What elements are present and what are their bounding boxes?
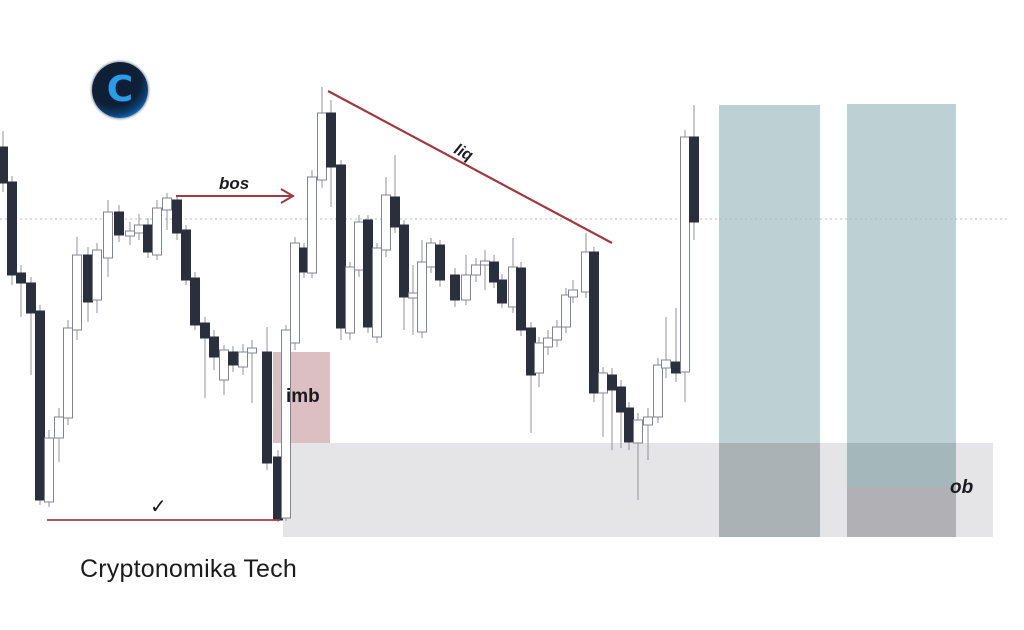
candle-bearish xyxy=(435,244,445,281)
candle-bullish xyxy=(471,264,481,276)
candle-bearish xyxy=(172,199,182,234)
checkmark-icon: ✓ xyxy=(150,494,167,518)
candle-bearish xyxy=(497,279,507,304)
candle-bullish xyxy=(238,351,248,368)
candle-bearish xyxy=(228,351,238,366)
candle-bullish xyxy=(307,176,317,274)
candle-bullish xyxy=(152,207,162,256)
bos-arrow-head xyxy=(280,188,295,204)
candle-bullish xyxy=(63,327,73,419)
ob-label: ob xyxy=(950,477,974,498)
candle-bullish xyxy=(72,254,82,331)
candle-bullish xyxy=(134,224,144,234)
candle-bullish xyxy=(408,292,418,299)
candle-bearish xyxy=(616,386,626,413)
candle-bearish xyxy=(209,336,219,358)
candle-bullish xyxy=(354,221,364,271)
candle-bullish xyxy=(461,274,471,301)
candle-bullish xyxy=(561,294,571,328)
candle-bearish xyxy=(607,374,617,391)
candle-bullish xyxy=(543,337,553,348)
candle-bearish xyxy=(7,181,17,276)
candle-bullish xyxy=(598,372,608,394)
candle-bullish xyxy=(44,437,54,503)
candle-bullish xyxy=(417,261,427,333)
candle-bullish xyxy=(633,419,643,444)
candle-bullish xyxy=(103,211,113,259)
candle-bullish xyxy=(568,289,578,298)
brand-logo-letter: C xyxy=(106,69,134,110)
candle-bearish xyxy=(26,282,36,314)
candle-bearish xyxy=(363,219,373,328)
brand-logo: C xyxy=(92,62,148,118)
candle-bearish xyxy=(399,224,409,298)
candle-bearish xyxy=(83,254,93,303)
candle-bullish xyxy=(643,416,653,426)
candle-bullish xyxy=(281,329,291,519)
candle-bullish xyxy=(125,230,135,237)
candle-bullish xyxy=(162,197,172,211)
candle-bearish xyxy=(589,251,599,394)
supply-zone-1-lower xyxy=(719,443,820,537)
candle-bearish xyxy=(16,272,26,284)
candle-bearish xyxy=(0,146,8,184)
candle-bearish xyxy=(262,351,272,464)
liq-trendline xyxy=(327,90,613,244)
candle-bullish xyxy=(247,347,257,354)
candle-bearish xyxy=(624,407,634,443)
candle-bullish xyxy=(219,349,229,381)
candle-bullish xyxy=(317,112,327,181)
candle-bullish xyxy=(54,416,64,439)
imb-label: imb xyxy=(286,386,320,407)
candle-bearish xyxy=(190,277,200,326)
candle-bearish xyxy=(450,274,460,301)
candle-bearish xyxy=(181,229,191,281)
candle-bearish xyxy=(516,267,526,331)
supply-zone-2-upper xyxy=(847,104,956,443)
brand-text: Cryptonomika Tech xyxy=(80,555,297,583)
candle-bullish xyxy=(653,364,663,418)
candle-bullish xyxy=(534,342,544,374)
candle-bullish xyxy=(680,136,690,373)
candle-bearish xyxy=(390,196,400,228)
candle-bullish xyxy=(345,266,355,334)
candle-bearish xyxy=(143,224,153,253)
candle-bearish xyxy=(326,112,336,168)
candle-bearish xyxy=(35,310,45,501)
candle-bullish xyxy=(92,249,102,301)
bos-label: bos xyxy=(219,174,250,193)
candle-bearish xyxy=(200,322,210,339)
candle-bullish xyxy=(290,242,300,344)
candle-bearish xyxy=(671,361,681,374)
candle-bearish xyxy=(114,211,124,236)
candle-bullish xyxy=(661,359,671,369)
candle-bullish xyxy=(381,194,391,251)
supply-zone-2-mid xyxy=(847,443,956,487)
candle-bullish xyxy=(372,247,382,338)
candle-bearish xyxy=(336,164,346,329)
candle-bullish xyxy=(552,326,562,341)
candle-bearish xyxy=(489,261,499,283)
supply-zone-1-upper xyxy=(719,105,820,443)
candle-bearish xyxy=(689,136,699,223)
supply-zone-2-lower xyxy=(847,487,956,537)
candle-bullish xyxy=(480,260,490,266)
candle-bullish xyxy=(426,242,436,268)
